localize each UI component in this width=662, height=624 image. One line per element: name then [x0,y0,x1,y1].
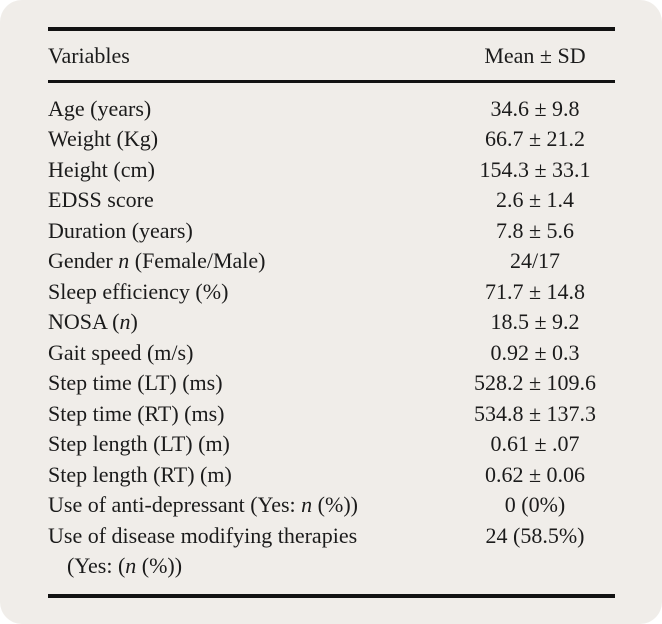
label-text: Duration (years) [48,217,193,243]
label-text: Gait speed (m/s) [48,339,194,365]
row-value: 154.3 ± 33.1 [479,156,591,182]
row-label: Step length (RT) (m) [48,460,455,491]
label-text: (Yes: ( [67,553,126,578]
row-value: 66.7 ± 21.2 [484,126,586,151]
row-value: 7.8 ± 5.6 [495,217,575,243]
label-text: Use of disease modifying therapies [48,522,358,548]
table-row: Step length (LT) (m) 0.61 ± .07 [48,429,615,460]
row-label: Step length (LT) (m) [48,429,455,460]
label-text: Step length (RT) (m) [48,461,232,487]
row-label: Weight (Kg) [48,124,455,155]
row-value: 0.62 ± 0.06 [484,461,586,487]
table-row: Use of disease modifying therapies (Yes:… [48,521,615,582]
row-label: Use of anti-depressant (Yes: n (%)) [48,490,455,521]
row-value: 2.6 ± 1.4 [495,187,575,212]
row-label-line1: Use of anti-depressant (Yes: n (%)) [48,490,455,521]
row-label-line1: Step time (RT) (ms) [48,399,455,430]
label-text: Height (cm) [48,156,155,182]
row-value: 24 (58.5%) [485,522,585,548]
label-text: Gender [48,248,119,273]
table-row: Sleep efficiency (%) 71.7 ± 14.8 [48,277,615,308]
table-row: EDSS score 2.6 ± 1.4 [48,185,615,216]
row-label-line1: Weight (Kg) [48,124,455,155]
row-label-line1: Step length (RT) (m) [48,460,455,491]
row-label-line1: EDSS score [48,185,455,216]
table-row: Gait speed (m/s) 0.92 ± 0.3 [48,338,615,369]
header-mean-sd: Mean ± SD [484,42,586,68]
row-label: Step time (RT) (ms) [48,399,455,430]
italic-n: n [119,309,131,334]
row-label: EDSS score [48,185,455,216]
label-text: (%)) [136,553,183,578]
row-label: Sleep efficiency (%) [48,277,455,308]
row-label: Duration (years) [48,216,455,247]
bottom-rule [48,593,615,598]
row-value: 0.92 ± 0.3 [490,339,580,365]
label-text: Age (years) [48,95,152,121]
row-value: 71.7 ± 14.8 [484,278,586,304]
row-label: Height (cm) [48,155,455,186]
row-label-line1: NOSA (n) [48,307,455,338]
row-label-line1: Gait speed (m/s) [48,338,455,369]
row-label-line1: Age (years) [48,94,455,125]
italic-n: n [301,492,313,517]
table-row: Duration (years) 7.8 ± 5.6 [48,216,615,247]
row-value: 0.61 ± .07 [490,431,580,456]
row-value: 0 (0%) [504,492,566,517]
table-row: Use of anti-depressant (Yes: n (%)) 0 (0… [48,490,615,521]
row-label-line1: Height (cm) [48,155,455,186]
label-text: (%)) [312,492,358,517]
label-text: Step time (LT) (ms) [48,370,223,395]
table-body: Age (years) 34.6 ± 9.8 Weight (Kg) 66.7 … [48,83,615,594]
row-label-line1: Gender n (Female/Male) [48,246,455,277]
table-row: Step time (RT) (ms) 534.8 ± 137.3 [48,399,615,430]
header-rule [48,80,615,83]
row-label-line1: Use of disease modifying therapies [48,521,455,552]
table-row: NOSA (n) 18.5 ± 9.2 [48,307,615,338]
label-text: NOSA ( [48,309,120,334]
table-row: Step time (LT) (ms) 528.2 ± 109.6 [48,368,615,399]
row-label: Use of disease modifying therapies (Yes:… [48,521,455,582]
label-text: Step time (RT) (ms) [48,400,225,426]
label-text: Weight (Kg) [48,126,159,151]
row-label-line1: Duration (years) [48,216,455,247]
label-text: ) [130,309,138,334]
row-label: Gait speed (m/s) [48,338,455,369]
header-variables: Variables [48,42,130,68]
table-row: Gender n (Female/Male) 24/17 [48,246,615,277]
label-text: EDSS score [48,187,154,212]
row-value: 34.6 ± 9.8 [490,95,580,121]
row-value: 18.5 ± 9.2 [490,309,580,334]
table-row: Age (years) 34.6 ± 9.8 [48,94,615,125]
row-label-line1: Step length (LT) (m) [48,429,455,460]
italic-n: n [125,553,137,578]
italic-n: n [118,248,130,273]
row-label: Step time (LT) (ms) [48,368,455,399]
row-label-line1: Step time (LT) (ms) [48,368,455,399]
row-label-line2: (Yes: (n (%)) [48,551,455,582]
row-value: 24/17 [509,248,561,273]
label-text: Sleep efficiency (%) [48,278,229,304]
table-row: Height (cm) 154.3 ± 33.1 [48,155,615,186]
table-header-row: Variables Mean ± SD [48,31,615,80]
label-text: Use of anti-depressant (Yes: [48,492,302,517]
table-row: Weight (Kg) 66.7 ± 21.2 [48,124,615,155]
table-row: Step length (RT) (m) 0.62 ± 0.06 [48,460,615,491]
row-label: Gender n (Female/Male) [48,246,455,277]
label-text: Step length (LT) (m) [48,431,230,456]
row-value: 534.8 ± 137.3 [473,400,597,426]
row-value: 528.2 ± 109.6 [473,370,597,395]
row-label: Age (years) [48,94,455,125]
label-text: (Female/Male) [129,248,266,273]
top-rule [48,27,615,31]
row-label-line1: Sleep efficiency (%) [48,277,455,308]
row-label: NOSA (n) [48,307,455,338]
